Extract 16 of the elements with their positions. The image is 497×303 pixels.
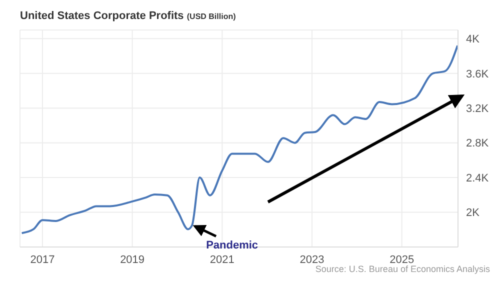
x-tick-label: 2017: [30, 254, 55, 266]
y-tick-label: 2.8K: [466, 138, 490, 150]
x-tick-label: 2019: [120, 254, 145, 266]
x-tick-label: 2021: [210, 254, 234, 266]
x-tick-label: 2023: [300, 254, 324, 266]
line-series: [20, 44, 458, 234]
y-tick-label: 2.4K: [466, 172, 490, 184]
y-tick-label: 3.6K: [466, 68, 490, 80]
source-note: Source: U.S. Bureau of Economics Analysis: [315, 264, 490, 274]
chart-subtitle: (USD Billion): [186, 12, 236, 21]
y-tick-label: 4K: [466, 34, 480, 46]
x-tick-label: 2025: [390, 254, 414, 266]
annotation: Pandemic: [206, 239, 258, 252]
y-tick-label: 2K: [466, 207, 480, 220]
chart-title: United States Corporate Profits: [20, 10, 184, 22]
y-tick-label: 3.2K: [466, 103, 490, 116]
